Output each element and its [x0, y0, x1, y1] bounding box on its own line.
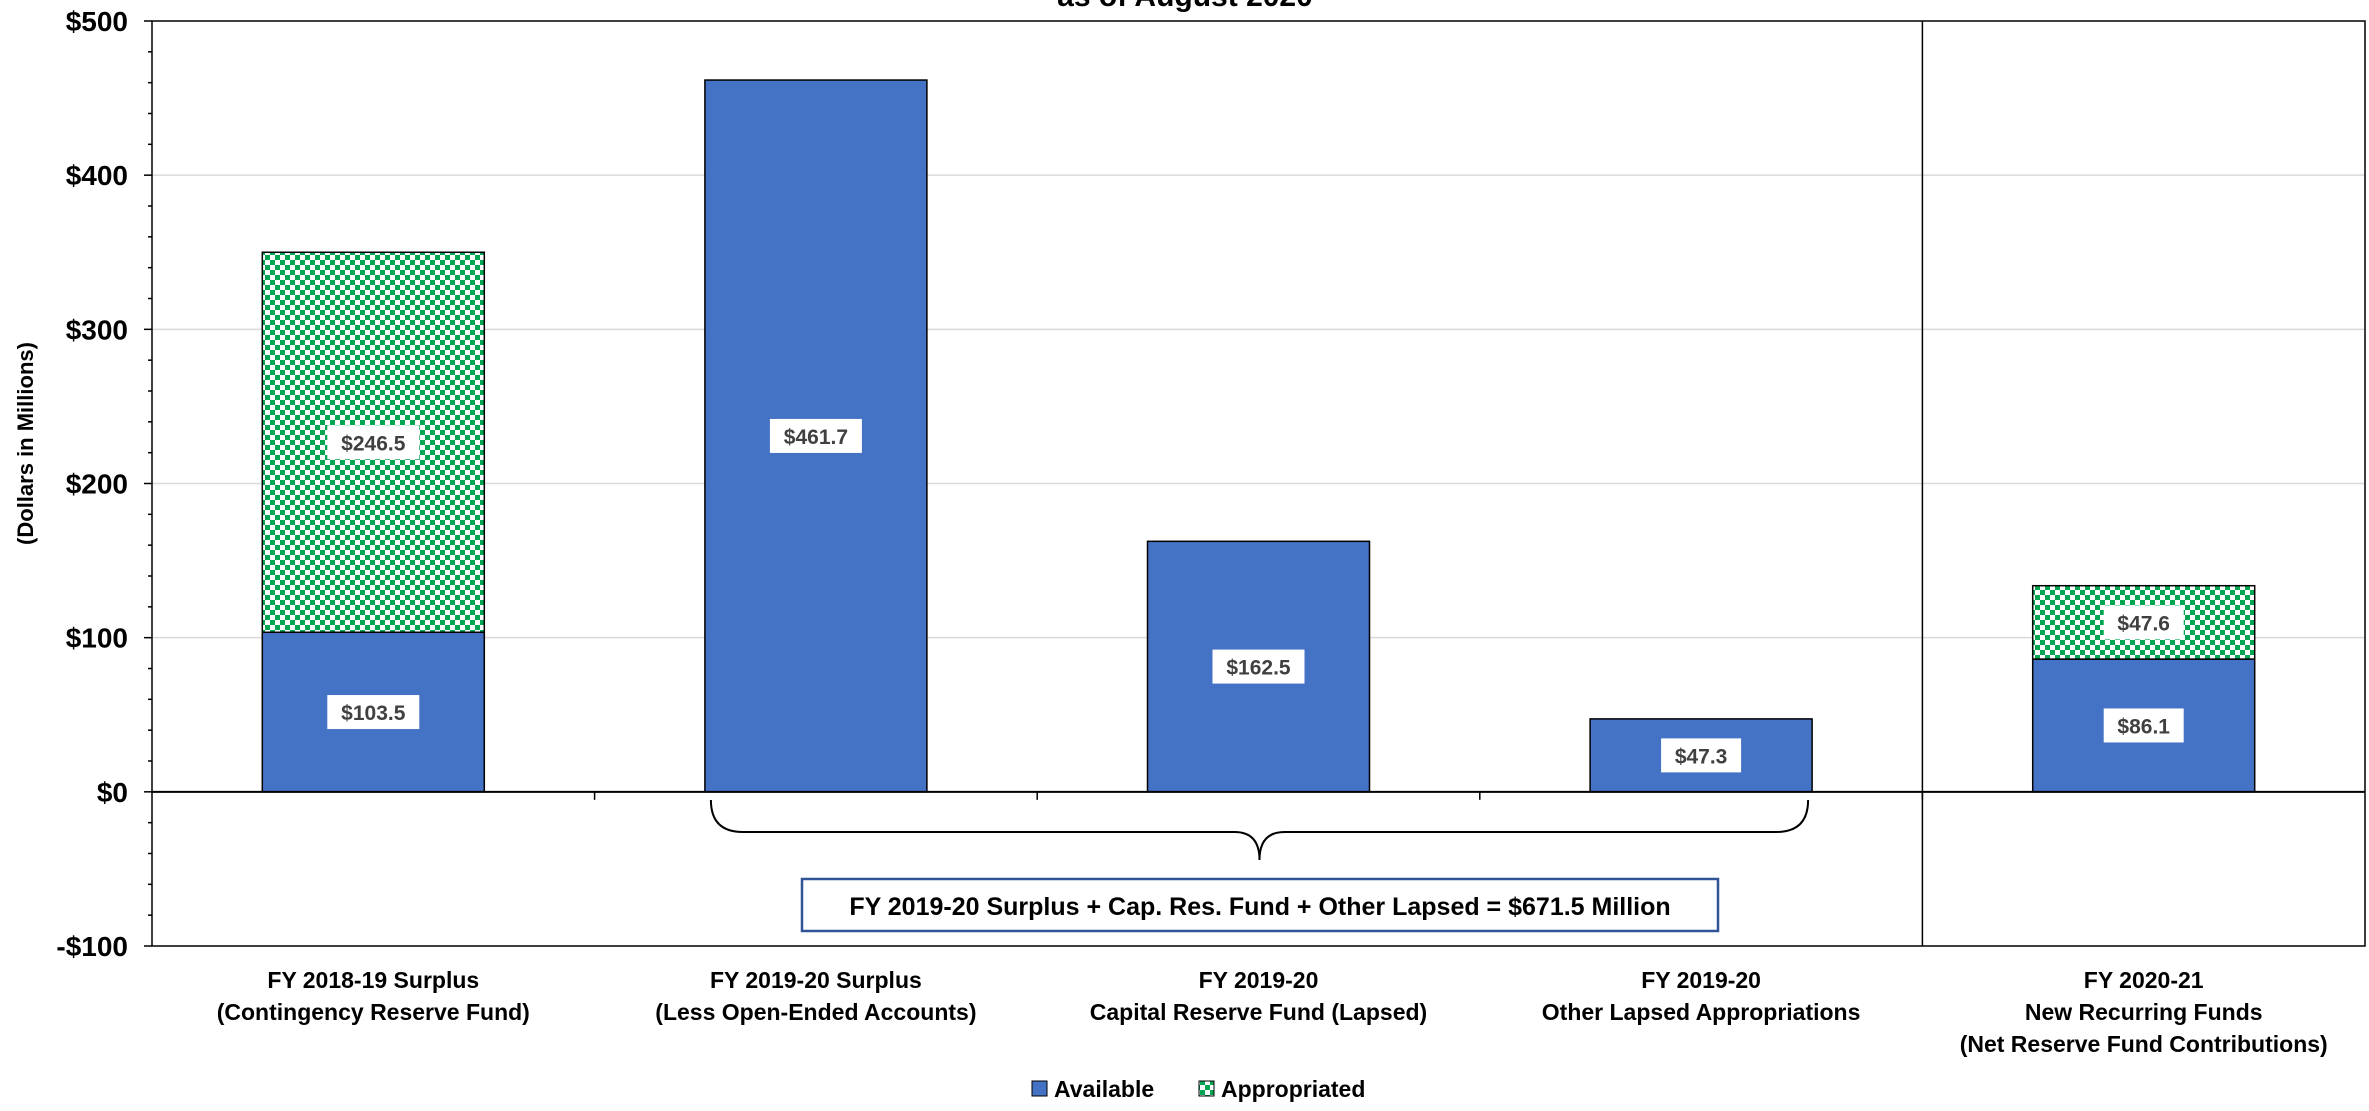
annotation-text: FY 2019-20 Surplus + Cap. Res. Fund + Ot…	[849, 893, 1670, 921]
brace	[709, 799, 1810, 861]
data-label-box	[2103, 605, 2184, 640]
x-category-label: Other Lapsed Appropriations	[1542, 999, 1861, 1025]
y-tick-label: $300	[66, 314, 128, 345]
data-label-box	[327, 425, 420, 460]
x-category-label: (Net Reserve Fund Contributions)	[1960, 1031, 2328, 1057]
legend-label-available: Available	[1054, 1076, 1154, 1102]
y-axis-title: (Dollars in Millions)	[13, 342, 38, 545]
data-label-box	[769, 418, 862, 453]
data-label-box	[1212, 649, 1305, 684]
y-tick-label: $100	[66, 623, 128, 654]
data-label: $103.5	[341, 702, 406, 725]
x-category-label: New Recurring Funds	[2025, 999, 2263, 1025]
x-category-label: (Less Open-Ended Accounts)	[655, 999, 976, 1025]
data-label-box	[2103, 708, 2184, 743]
y-tick-label: -$100	[56, 931, 128, 962]
legend-swatch-available	[1031, 1080, 1048, 1097]
data-label: $47.6	[2117, 612, 2170, 635]
data-label: $162.5	[1226, 657, 1291, 680]
data-label: $86.1	[2117, 715, 2170, 738]
data-label: $461.7	[784, 426, 848, 449]
x-category-label: (Contingency Reserve Fund)	[217, 999, 530, 1025]
data-label: $47.3	[1675, 745, 1728, 768]
x-category-label: Capital Reserve Fund (Lapsed)	[1090, 999, 1427, 1025]
x-category-label: FY 2018-19 Surplus	[267, 967, 479, 993]
y-tick-label: $200	[66, 469, 128, 500]
chart-title: as of August 2020	[1057, 0, 1313, 13]
x-category-label: FY 2020-21	[2084, 967, 2204, 993]
x-category-label: FY 2019-20	[1641, 967, 1761, 993]
y-tick-label: $500	[66, 6, 128, 37]
annotation-box	[800, 877, 1720, 933]
data-label-box	[1661, 738, 1742, 773]
data-label: $246.5	[341, 432, 406, 455]
legend-label-appropriated: Appropriated	[1221, 1076, 1365, 1102]
data-label-box	[327, 695, 420, 730]
y-tick-label: $400	[66, 160, 128, 191]
legend-swatch-appropriated	[1198, 1080, 1215, 1097]
x-category-label: FY 2019-20 Surplus	[710, 967, 922, 993]
x-category-label: FY 2019-20	[1199, 967, 1319, 993]
y-tick-label: $0	[97, 777, 128, 808]
